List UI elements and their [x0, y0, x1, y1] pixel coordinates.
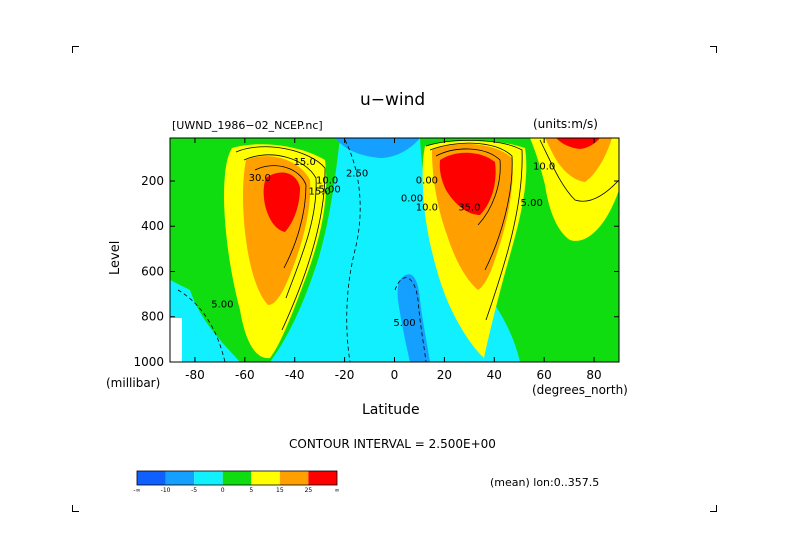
- mean-label: (mean) lon:0..357.5: [490, 476, 600, 489]
- y-unit-label: (millibar): [106, 376, 161, 390]
- fill-blue-stratosphere: [335, 138, 420, 158]
- contour-line: [429, 142, 513, 271]
- units-label: (units:m/s): [533, 117, 598, 131]
- x-tick-label: -40: [285, 368, 305, 382]
- y-tick-label: 1000: [133, 355, 164, 369]
- contour-line: [235, 146, 326, 331]
- colorbar-label: ∞: [335, 487, 340, 494]
- contour-line-dashed: [394, 277, 427, 362]
- contour-line: [539, 139, 619, 202]
- chart-title: u−wind: [360, 90, 426, 110]
- y-tick-label: 800: [141, 310, 164, 324]
- colorbar-swatch: [194, 471, 223, 485]
- crop-mark-br: [710, 505, 717, 512]
- contour-line-dashed: [344, 139, 361, 362]
- x-tick-label: -80: [185, 368, 205, 382]
- x-axis-label: Latitude: [362, 402, 420, 418]
- contour-lines: [177, 139, 619, 362]
- colorbar-swatch: [165, 471, 195, 485]
- x-tick-label: 20: [437, 368, 452, 382]
- colorbar-label: 0: [221, 487, 225, 494]
- contour-label: 0.00: [416, 175, 438, 186]
- colorbar-swatch: [137, 471, 166, 485]
- colorbar-label: -∞: [133, 487, 140, 494]
- contour-label: 5.00: [319, 184, 341, 195]
- contour-line: [254, 165, 307, 269]
- contour-line: [243, 154, 317, 299]
- contour-label: 15.0: [309, 187, 331, 198]
- colorbar-label: -5: [191, 487, 197, 494]
- dataset-label: [UWND_1986−02_NCEP.nc]: [172, 119, 323, 132]
- colorbar-label: 15: [276, 487, 284, 494]
- colorbar-swatch: [222, 471, 252, 485]
- crop-mark-bl: [72, 505, 79, 512]
- colorbar: -∞ -10 -5 0 5 15 25 ∞: [133, 470, 340, 494]
- fill-red-north: [439, 152, 496, 215]
- fill-white-south-edge: [170, 318, 182, 362]
- contour-label: 10.0: [316, 175, 338, 186]
- y-tick-label: 200: [141, 174, 164, 188]
- x-unit-label: (degrees_north): [532, 383, 628, 397]
- contour-line: [425, 140, 523, 321]
- contour-label: 5.00: [393, 318, 415, 329]
- colorbar-label: 5: [249, 487, 253, 494]
- colorbar-label: -10: [161, 487, 171, 494]
- fill-orange-northpole: [545, 138, 612, 182]
- contour-fills: [170, 138, 619, 362]
- colorbar-swatch: [251, 471, 280, 485]
- y-axis: 200 400 600 800 1000: [133, 174, 619, 369]
- colorbar-frame: [136, 470, 338, 486]
- colorbar-label: 25: [305, 487, 313, 494]
- x-tick-label: 80: [586, 368, 601, 382]
- contour-line: [435, 148, 501, 226]
- contour-label: 15.0: [294, 157, 316, 168]
- colorbar-swatch: [279, 471, 309, 485]
- contour-label: 0.00: [401, 193, 423, 204]
- contour-label: 35.0: [458, 202, 480, 213]
- crop-mark-tr: [710, 46, 717, 53]
- x-tick-label: 40: [487, 368, 502, 382]
- colorbar-swatch: [308, 471, 337, 485]
- y-tick-label: 400: [141, 219, 164, 233]
- fill-blue-tropics: [397, 274, 430, 362]
- contour-interval-label: CONTOUR INTERVAL = 2.500E+00: [289, 437, 496, 451]
- fill-red-northpole: [556, 138, 600, 149]
- contour-label: 5.00: [521, 198, 543, 209]
- x-tick-label: 60: [537, 368, 552, 382]
- y-axis-label: Level: [108, 240, 123, 275]
- contour-label: 10.0: [533, 162, 555, 173]
- y-tick-label: 600: [141, 264, 164, 278]
- contour-line-dashed: [177, 289, 226, 362]
- x-tick-label: -20: [335, 368, 355, 382]
- contour-label: 2.50: [346, 168, 368, 179]
- crop-mark-tl: [72, 46, 79, 53]
- fill-red-south: [263, 172, 300, 232]
- contour-label: 30.0: [249, 173, 271, 184]
- contour-label: 10.0: [416, 202, 438, 213]
- contour-label: 5.00: [211, 300, 233, 311]
- x-tick-label: 0: [391, 368, 399, 382]
- x-axis: -80 -60 -40 -20 0 20 40 60 80: [185, 138, 602, 382]
- x-tick-label: -60: [235, 368, 255, 382]
